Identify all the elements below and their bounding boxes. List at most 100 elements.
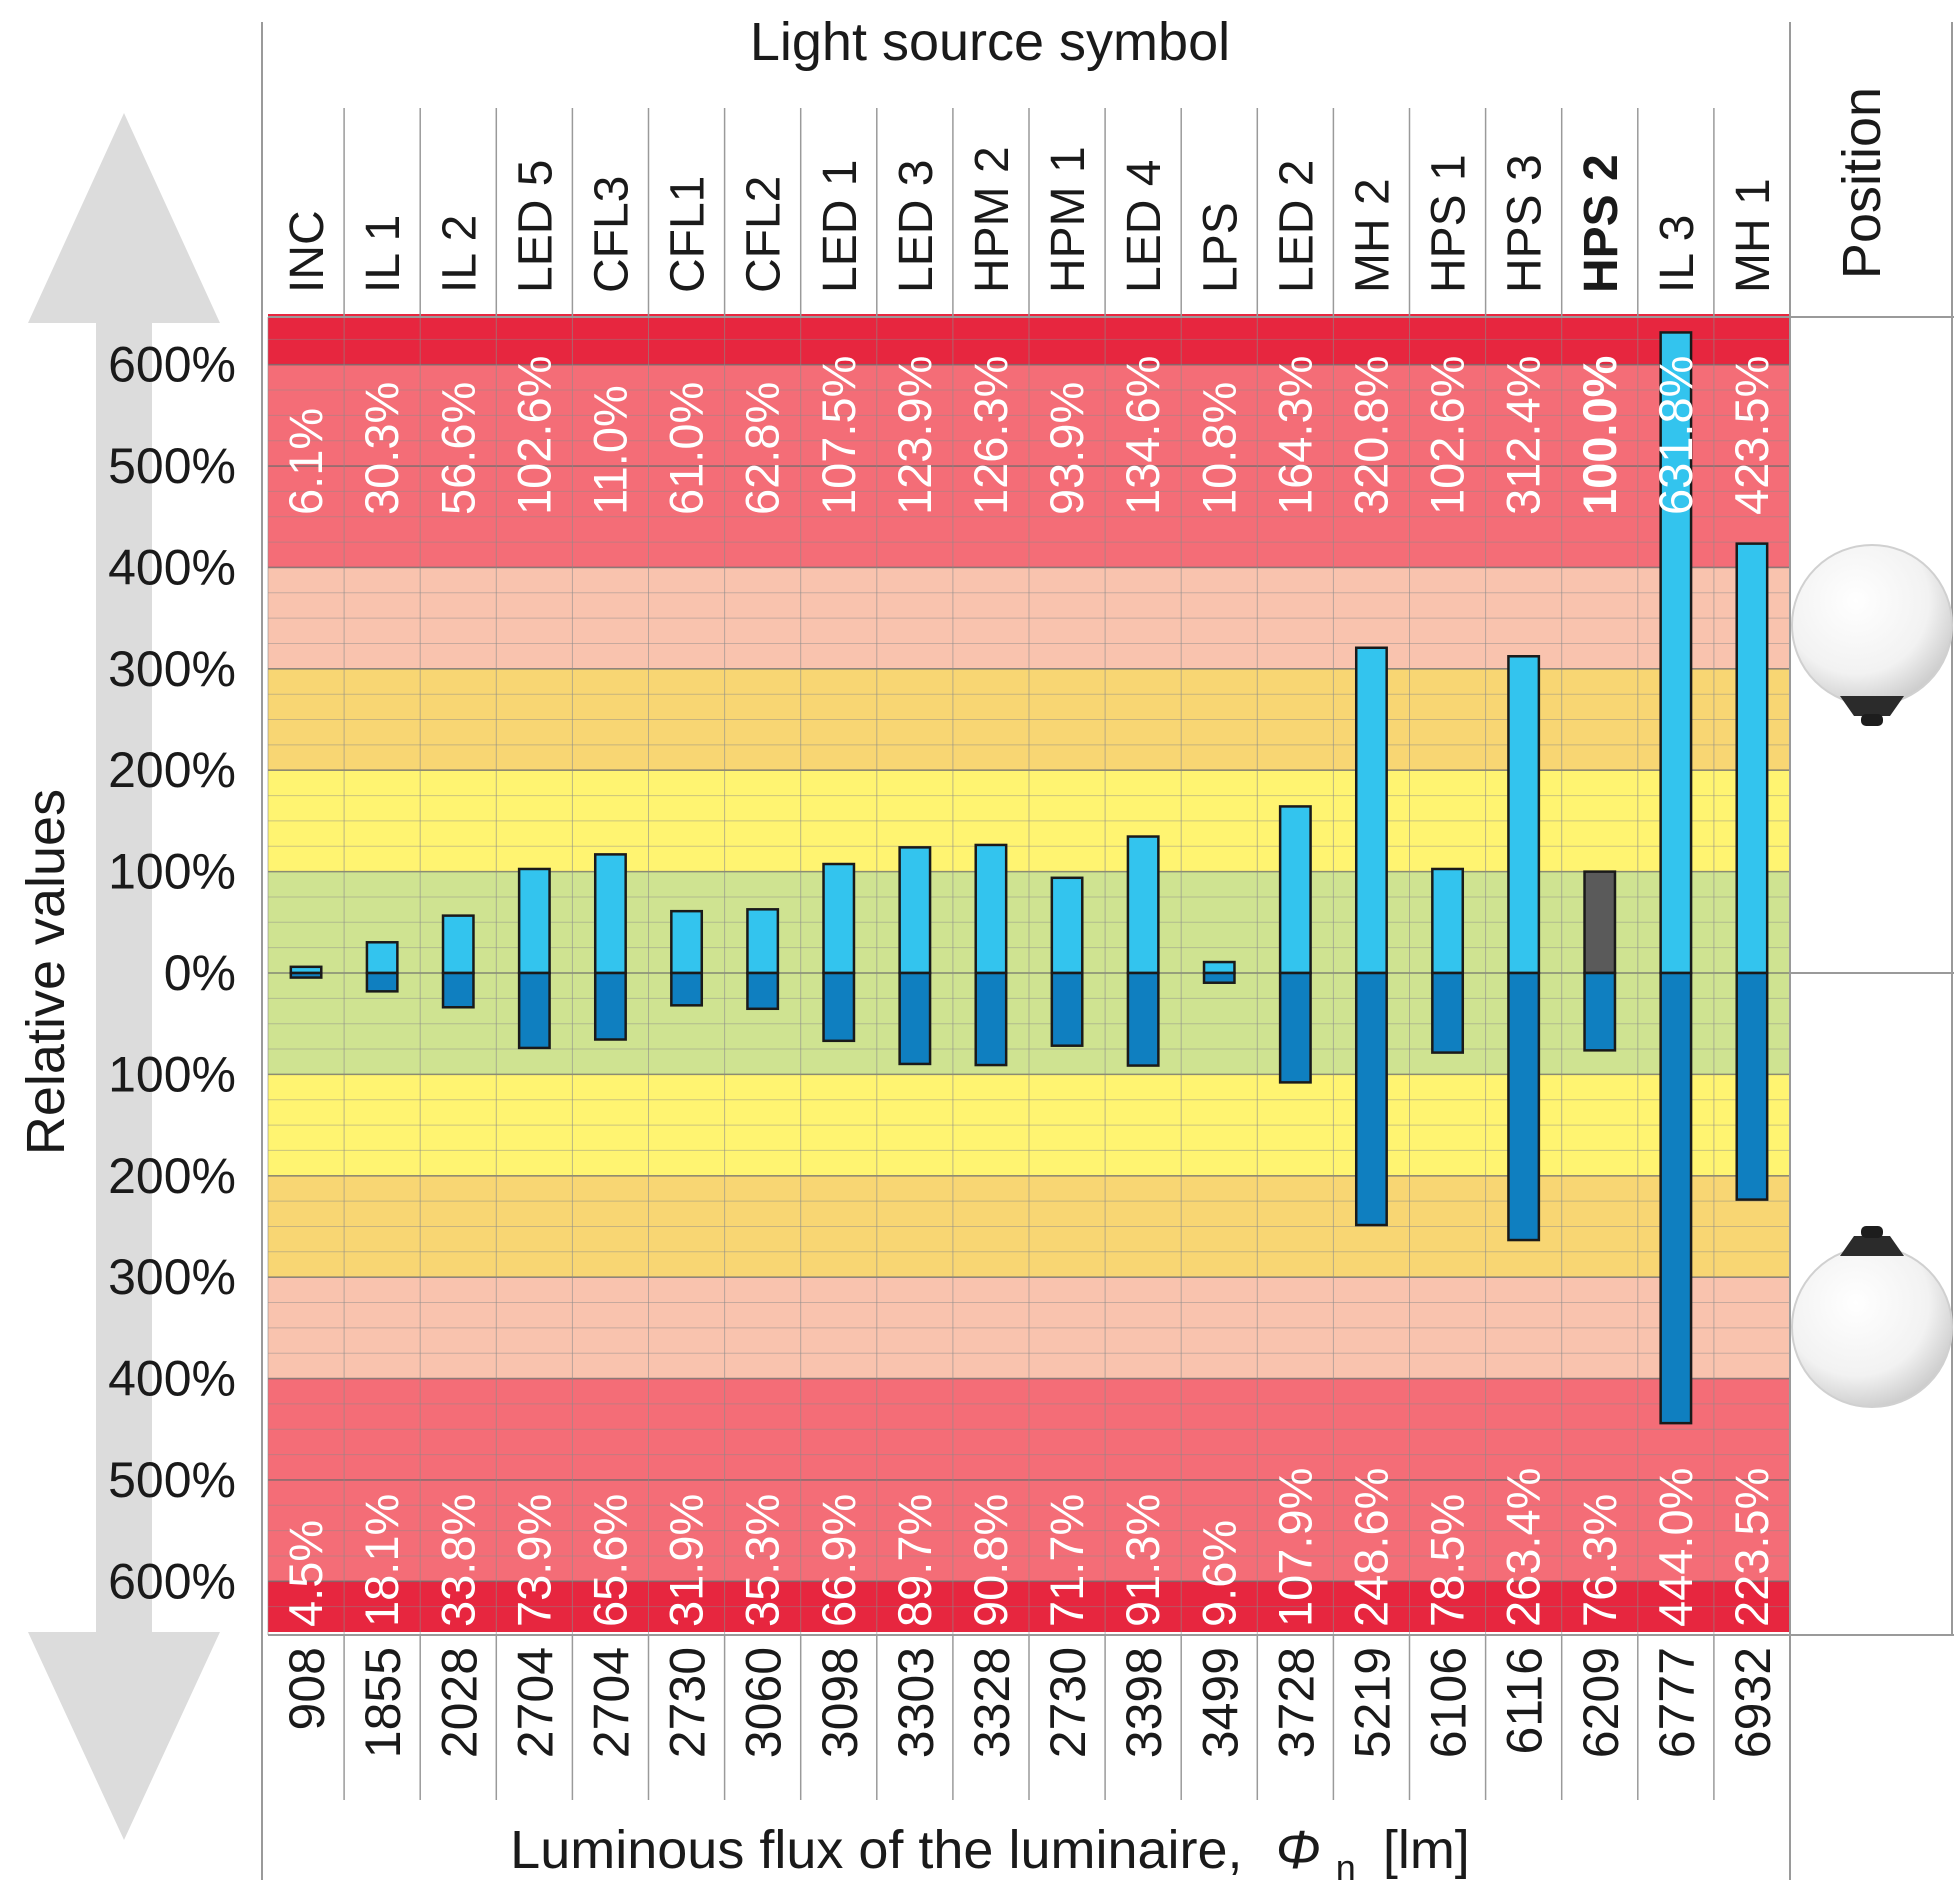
flux-label: 2704 — [583, 1647, 639, 1758]
flux-label: 5219 — [1344, 1647, 1400, 1758]
position-label: Position — [1832, 87, 1892, 279]
category-label: CFL2 — [738, 176, 791, 293]
category-label: HPS 2 — [1575, 154, 1628, 293]
y-tick-label: 100% — [108, 844, 236, 900]
category-label: LED 1 — [814, 160, 867, 293]
double-arrow-shape — [28, 113, 220, 1840]
flux-label: 2028 — [431, 1647, 487, 1758]
upper-value-label: 102.6% — [507, 356, 560, 515]
bar-lower-1 — [365, 971, 399, 993]
x-axis-label-unit: [lm] — [1383, 1820, 1470, 1880]
bar-lower-4 — [593, 971, 627, 1041]
bar-lower-8 — [898, 971, 932, 1066]
lower-value-label: 263.4% — [1497, 1468, 1550, 1627]
y-tick-label: 200% — [108, 742, 236, 798]
globe-lower-base-icon — [1840, 1236, 1904, 1256]
luminaire-icons — [1791, 544, 1953, 1408]
lower-value-label: 73.9% — [507, 1494, 560, 1627]
upper-value-label: 107.5% — [812, 356, 865, 515]
category-label: LED 2 — [1270, 160, 1323, 293]
lower-value-label: 71.7% — [1040, 1494, 1093, 1627]
upper-value-label: 312.4% — [1497, 356, 1550, 515]
upper-value-label: 11.0% — [583, 385, 636, 515]
upper-value-label: 93.9% — [1040, 382, 1093, 515]
bar-lower-7 — [822, 971, 856, 1043]
bar-upper-15 — [1431, 867, 1465, 975]
bar-lower-12 — [1202, 971, 1236, 984]
double-arrow-icon — [28, 113, 220, 1840]
y-tick-label: 100% — [108, 1046, 236, 1102]
lower-value-label: 91.3% — [1116, 1494, 1169, 1627]
y-tick-label: 200% — [108, 1148, 236, 1204]
y-tick-label: 300% — [108, 641, 236, 697]
category-labels: INC IL 1 IL 2 LED 5 CFL3 CFL1 CFL2 LED 1 LED 3 HP… — [281, 146, 1780, 293]
category-label: MH 1 — [1727, 178, 1780, 293]
value-labels: 6.1% 4.5% 30.3% 18.1% 56.6% 33.8% 102.6% 73.9% 1… — [279, 356, 1778, 1627]
bar-lower-19 — [1735, 971, 1769, 1201]
flux-label: 2730 — [660, 1647, 716, 1758]
lower-value-label: 35.3% — [736, 1494, 789, 1627]
bar-lower-5 — [670, 971, 704, 1007]
lower-value-label: 90.8% — [964, 1494, 1017, 1627]
upper-value-label: 164.3% — [1268, 356, 1321, 515]
lower-value-label: 18.1% — [355, 1494, 408, 1627]
bar-lower-15 — [1431, 971, 1465, 1054]
upper-value-label: 56.6% — [431, 382, 484, 515]
category-label: INC — [281, 210, 334, 293]
bar-lower-16 — [1507, 971, 1541, 1242]
bar-upper-6 — [746, 908, 780, 975]
upper-value-label: 631.8% — [1649, 356, 1702, 515]
bar-lower-10 — [1050, 971, 1084, 1047]
flux-label: 6932 — [1725, 1647, 1781, 1758]
y-tick-label: 500% — [108, 438, 236, 494]
upper-value-label: 100.0% — [1573, 356, 1626, 515]
bar-upper-14 — [1354, 646, 1388, 975]
bar-upper-2 — [441, 914, 475, 975]
category-label: LED 5 — [509, 160, 562, 293]
category-label: IL 3 — [1651, 215, 1704, 293]
category-label: HPS 3 — [1499, 154, 1552, 293]
category-label: CFL3 — [585, 176, 638, 293]
bar-upper-3 — [517, 867, 551, 975]
category-label: IL 1 — [357, 215, 410, 293]
bar-lower-13 — [1278, 971, 1312, 1084]
globe-upper-base-icon — [1840, 696, 1904, 716]
bar-lower-2 — [441, 971, 475, 1009]
x-axis-label: Luminous flux of the luminaire, Φ n [lm] — [510, 1820, 1470, 1892]
bar-upper-18 — [1659, 331, 1693, 975]
lower-value-label: 444.0% — [1649, 1468, 1702, 1627]
bar-lower-14 — [1354, 971, 1388, 1227]
table-frame — [261, 22, 1954, 1880]
y-tick-label: 600% — [108, 337, 236, 393]
globe-upper-stem-icon — [1861, 714, 1883, 726]
category-label: HPM 1 — [1042, 146, 1095, 293]
y-tick-label: 0% — [164, 945, 236, 1001]
flux-label: 3060 — [736, 1647, 792, 1758]
bar-upper-17 — [1583, 870, 1617, 975]
bar-lower-3 — [517, 971, 551, 1050]
flux-label: 6106 — [1421, 1647, 1477, 1758]
category-label: HPS 1 — [1423, 154, 1476, 293]
x-axis-label-subscript: n — [1336, 1847, 1356, 1888]
flux-label: 3328 — [964, 1647, 1020, 1758]
flux-label: 3398 — [1116, 1647, 1172, 1758]
bar-upper-10 — [1050, 876, 1084, 975]
globe-lower-icon — [1791, 1246, 1953, 1408]
category-label: LPS — [1194, 202, 1247, 293]
upper-value-label: 423.5% — [1725, 356, 1778, 515]
lower-value-label: 66.9% — [812, 1494, 865, 1627]
upper-value-label: 126.3% — [964, 356, 1017, 515]
lower-value-label: 248.6% — [1344, 1468, 1397, 1627]
x-axis-label-symbol: Φ — [1276, 1820, 1321, 1880]
lower-value-label: 65.6% — [583, 1494, 636, 1627]
gridlines — [267, 317, 1791, 1635]
lower-value-label: 89.7% — [888, 1494, 941, 1627]
category-label: CFL1 — [662, 176, 715, 293]
bar-upper-4 — [593, 853, 627, 975]
upper-value-label: 61.0% — [660, 382, 713, 515]
bar-upper-1 — [365, 941, 399, 975]
bar-upper-16 — [1507, 655, 1541, 975]
y-tick-label: 600% — [108, 1553, 236, 1609]
x-axis-label-text: Luminous flux of the luminaire, — [510, 1820, 1242, 1880]
